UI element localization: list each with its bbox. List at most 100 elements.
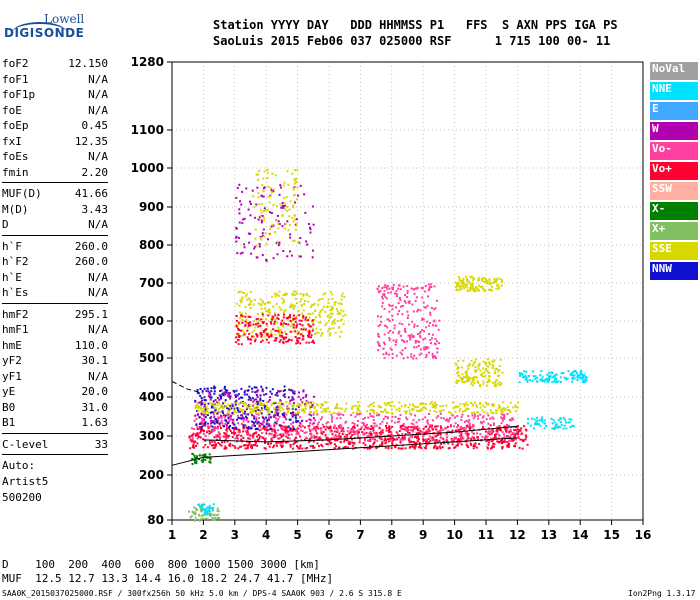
scatter-point xyxy=(257,413,260,416)
scatter-point xyxy=(555,426,558,429)
scatter-point xyxy=(283,396,286,398)
scatter-point xyxy=(379,423,382,425)
scatter-point xyxy=(470,437,473,440)
scatter-point xyxy=(470,382,473,385)
scatter-point xyxy=(494,435,496,438)
scatter-point xyxy=(369,444,371,447)
scatter-point xyxy=(523,370,526,373)
scatter-point xyxy=(285,293,288,296)
scatter-point xyxy=(362,433,365,436)
scatter-point xyxy=(428,435,431,438)
scatter-point xyxy=(316,442,319,445)
scatter-point xyxy=(559,417,562,420)
scatter-point xyxy=(478,443,481,445)
scatter-point xyxy=(286,441,289,443)
scatter-point xyxy=(261,390,264,392)
scatter-point xyxy=(239,407,242,410)
scatter-point xyxy=(215,407,218,410)
scatter-point xyxy=(294,228,297,231)
scatter-point xyxy=(419,336,422,339)
scatter-point xyxy=(291,216,294,219)
scatter-point xyxy=(466,424,469,427)
scatter-point xyxy=(238,430,241,433)
scatter-point xyxy=(396,432,399,435)
param-row: hmE 110.0 xyxy=(2,338,108,354)
scatter-point xyxy=(450,439,453,442)
scatter-point xyxy=(224,423,227,425)
scatter-point xyxy=(281,441,284,444)
scatter-point xyxy=(327,426,330,429)
scatter-point xyxy=(289,320,292,322)
scatter-point xyxy=(479,385,482,387)
scatter-point xyxy=(473,288,476,291)
scatter-point xyxy=(403,410,406,413)
scatter-point xyxy=(435,416,438,419)
scatter-point xyxy=(458,441,461,444)
scatter-point xyxy=(314,429,317,432)
scatter-point xyxy=(247,325,250,327)
scatter-point xyxy=(337,447,340,449)
scatter-point xyxy=(346,446,349,449)
param-key: hmE xyxy=(2,338,22,352)
scatter-point xyxy=(294,417,297,420)
logo-line2: DIGISONDE xyxy=(4,26,85,40)
scatter-point xyxy=(230,418,233,421)
scatter-point xyxy=(307,330,310,333)
scatter-point xyxy=(402,304,404,307)
param-value: 295.1 xyxy=(74,307,108,321)
scatter-point xyxy=(410,429,412,432)
scatter-point xyxy=(202,430,205,433)
scatter-point xyxy=(496,375,499,377)
scatter-point xyxy=(312,446,315,449)
scatter-point xyxy=(281,336,284,339)
scatter-point xyxy=(264,209,267,212)
scatter-point xyxy=(415,296,418,299)
scatter-point xyxy=(514,404,517,407)
scatter-point xyxy=(429,322,432,324)
scatter-point xyxy=(413,323,416,326)
scatter-point xyxy=(238,311,241,314)
scatter-point xyxy=(457,439,459,442)
scatter-point xyxy=(408,409,411,412)
scatter-point xyxy=(331,312,334,315)
scatter-point xyxy=(298,241,301,244)
scatter-point xyxy=(285,336,288,339)
scatter-point xyxy=(472,362,475,365)
scatter-point xyxy=(327,314,330,317)
scatter-point xyxy=(308,325,311,328)
param-value: 12.35 xyxy=(74,134,108,148)
scatter-point xyxy=(318,445,321,448)
scatter-point xyxy=(287,183,290,186)
scatter-point xyxy=(338,311,341,314)
scatter-point xyxy=(290,322,293,325)
scatter-point xyxy=(248,427,251,430)
scatter-point xyxy=(321,445,324,448)
scatter-point xyxy=(290,433,293,436)
scatter-point xyxy=(211,440,214,443)
scatter-point xyxy=(251,189,254,192)
scatter-point xyxy=(481,374,484,377)
scatter-point xyxy=(288,408,291,411)
scatter-point xyxy=(315,435,318,438)
scatter-point xyxy=(491,404,494,407)
scatter-point xyxy=(278,306,281,309)
scatter-point xyxy=(483,290,486,293)
scatter-point xyxy=(493,436,496,439)
scatter-point xyxy=(489,409,492,412)
scatter-point xyxy=(412,426,415,429)
scatter-point xyxy=(244,312,247,315)
scatter-point xyxy=(398,417,401,420)
scatter-point xyxy=(232,431,235,434)
scatter-point xyxy=(438,430,441,433)
scatter-point xyxy=(242,444,245,447)
param-key: foEs xyxy=(2,150,29,163)
scatter-point xyxy=(544,422,546,425)
scatter-point xyxy=(373,432,376,435)
scatter-point xyxy=(299,292,302,295)
scatter-point xyxy=(401,349,404,352)
scatter-point xyxy=(329,309,332,311)
scatter-point xyxy=(494,383,497,386)
scatter-point xyxy=(217,418,220,421)
scatter-point xyxy=(427,441,430,444)
scatter-point xyxy=(207,510,210,513)
